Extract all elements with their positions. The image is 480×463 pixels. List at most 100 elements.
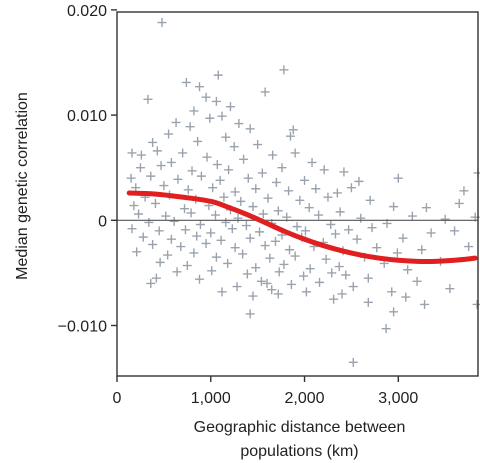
y-tick-label: 0.010: [67, 108, 107, 125]
data-point: [164, 129, 174, 139]
data-point: [155, 257, 165, 267]
data-point: [159, 181, 169, 191]
data-point: [300, 175, 310, 185]
data-point: [473, 168, 480, 178]
data-point: [163, 250, 173, 260]
data-point: [242, 269, 252, 279]
data-point: [178, 148, 188, 158]
data-point: [398, 233, 408, 243]
data-point: [341, 270, 351, 280]
data-point: [230, 187, 240, 197]
data-point: [323, 192, 333, 202]
data-point: [248, 291, 258, 301]
data-point: [335, 207, 345, 217]
data-point: [157, 18, 167, 28]
data-point: [268, 150, 278, 160]
data-point: [255, 227, 265, 237]
data-point: [211, 96, 221, 106]
data-point: [389, 202, 399, 212]
data-point: [233, 213, 243, 223]
data-point: [135, 163, 145, 173]
data-point: [277, 163, 287, 173]
data-point: [279, 65, 289, 75]
data-point: [251, 263, 261, 273]
data-point: [407, 211, 417, 221]
data-point: [330, 229, 340, 239]
data-point: [329, 294, 339, 304]
data-point: [224, 165, 234, 175]
data-point: [241, 221, 251, 231]
data-point: [319, 165, 329, 175]
data-point: [208, 183, 218, 193]
x-tick-label: 1,000: [191, 390, 231, 407]
data-point: [186, 208, 196, 218]
data-point: [348, 282, 358, 292]
data-point: [217, 111, 227, 121]
data-point: [230, 243, 240, 253]
data-point: [151, 273, 161, 283]
data-point: [352, 234, 362, 244]
data-point: [260, 87, 270, 97]
data-point: [148, 239, 158, 249]
data-point: [172, 267, 182, 277]
data-point: [372, 243, 382, 253]
data-point: [285, 245, 295, 255]
data-point: [183, 185, 193, 195]
data-point: [127, 224, 137, 234]
y-tick-label: −0.010: [58, 319, 107, 336]
x-axis-label-line-2: populations (km): [240, 443, 358, 460]
data-point: [205, 113, 215, 123]
data-point: [315, 277, 325, 287]
data-point: [290, 148, 300, 158]
data-point: [454, 198, 464, 208]
data-point: [337, 289, 347, 299]
data-point: [161, 211, 171, 221]
data-point: [232, 282, 242, 292]
data-point: [426, 228, 436, 238]
data-point: [166, 157, 176, 167]
data-point: [292, 222, 302, 232]
data-point: [150, 198, 160, 208]
data-point: [286, 279, 296, 289]
data-point: [207, 266, 217, 276]
data-point: [334, 262, 344, 272]
data-point: [300, 226, 310, 236]
data-point: [201, 238, 211, 248]
data-point: [307, 157, 317, 167]
data-point: [327, 268, 337, 278]
data-point: [217, 287, 227, 297]
data-point: [180, 204, 190, 214]
data-point: [279, 259, 289, 269]
data-point: [193, 136, 203, 146]
data-point: [225, 102, 235, 112]
data-point: [290, 251, 300, 261]
data-point: [134, 209, 144, 219]
data-point: [243, 173, 253, 183]
data-point: [412, 276, 422, 286]
data-point: [144, 217, 154, 227]
x-tick-label: 0: [113, 390, 122, 407]
data-point: [187, 166, 197, 176]
data-point: [156, 161, 166, 171]
data-point: [253, 140, 263, 150]
data-point: [270, 236, 280, 246]
data-point: [326, 220, 336, 230]
data-point: [403, 265, 413, 275]
data-point: [258, 209, 268, 219]
data-point: [251, 184, 261, 194]
data-point: [221, 217, 231, 227]
data-point: [472, 299, 480, 309]
data-point: [196, 171, 206, 181]
data-point: [148, 137, 158, 147]
y-axis-label: Median genetic correlation: [14, 92, 31, 280]
data-point: [304, 203, 314, 213]
data-point: [189, 248, 199, 258]
data-point: [127, 148, 137, 158]
data-point: [215, 175, 225, 185]
data-point: [401, 292, 411, 302]
data-point: [210, 210, 220, 220]
data-point: [417, 245, 427, 255]
data-point: [213, 70, 223, 80]
data-point: [314, 210, 324, 220]
data-point: [176, 242, 186, 252]
